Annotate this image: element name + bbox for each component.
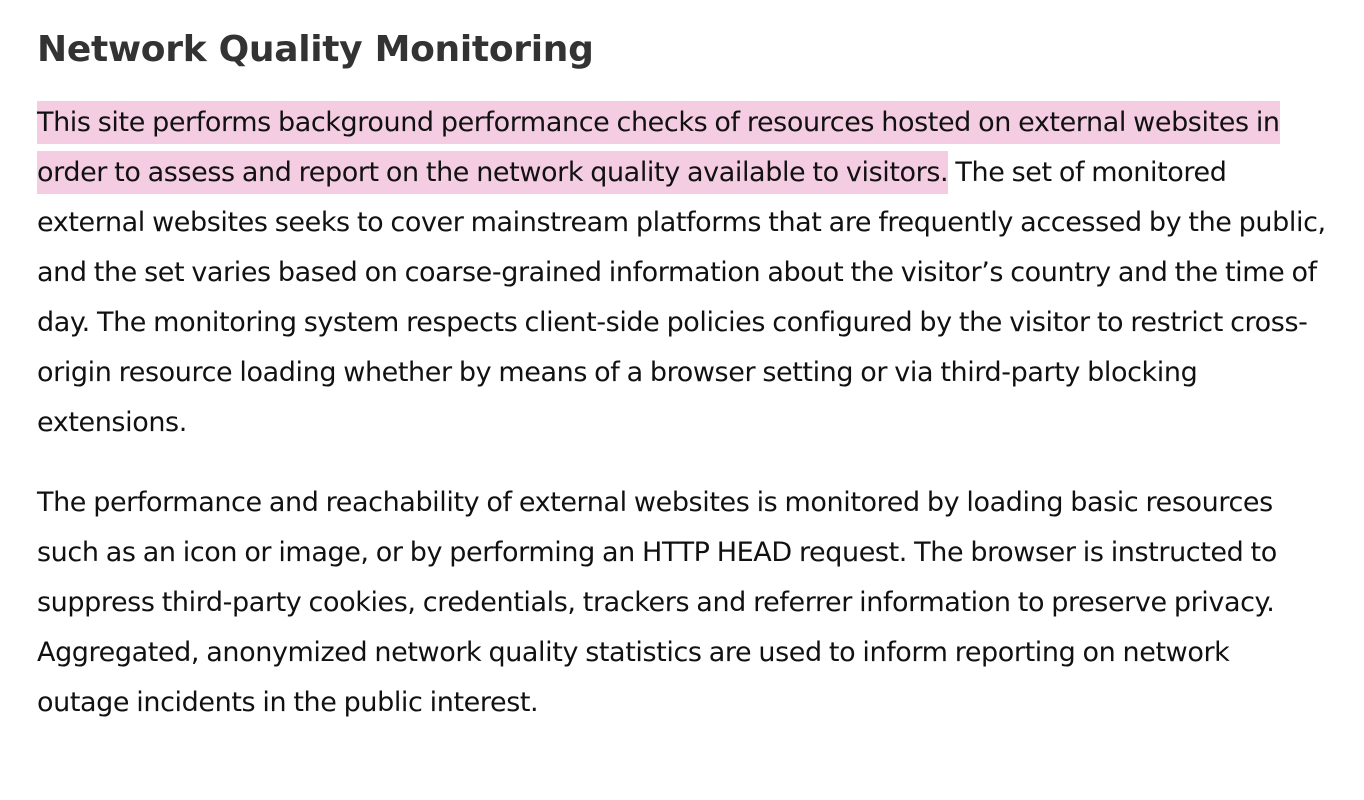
page-title: Network Quality Monitoring <box>37 29 594 70</box>
article-section: Network Quality Monitoring This site per… <box>37 24 1327 728</box>
paragraph-details: The performance and reachability of exte… <box>37 487 1277 718</box>
paragraph-intro: This site performs background performanc… <box>37 98 1327 448</box>
paragraph-intro-rest: The set of monitored external websites s… <box>37 157 1326 438</box>
